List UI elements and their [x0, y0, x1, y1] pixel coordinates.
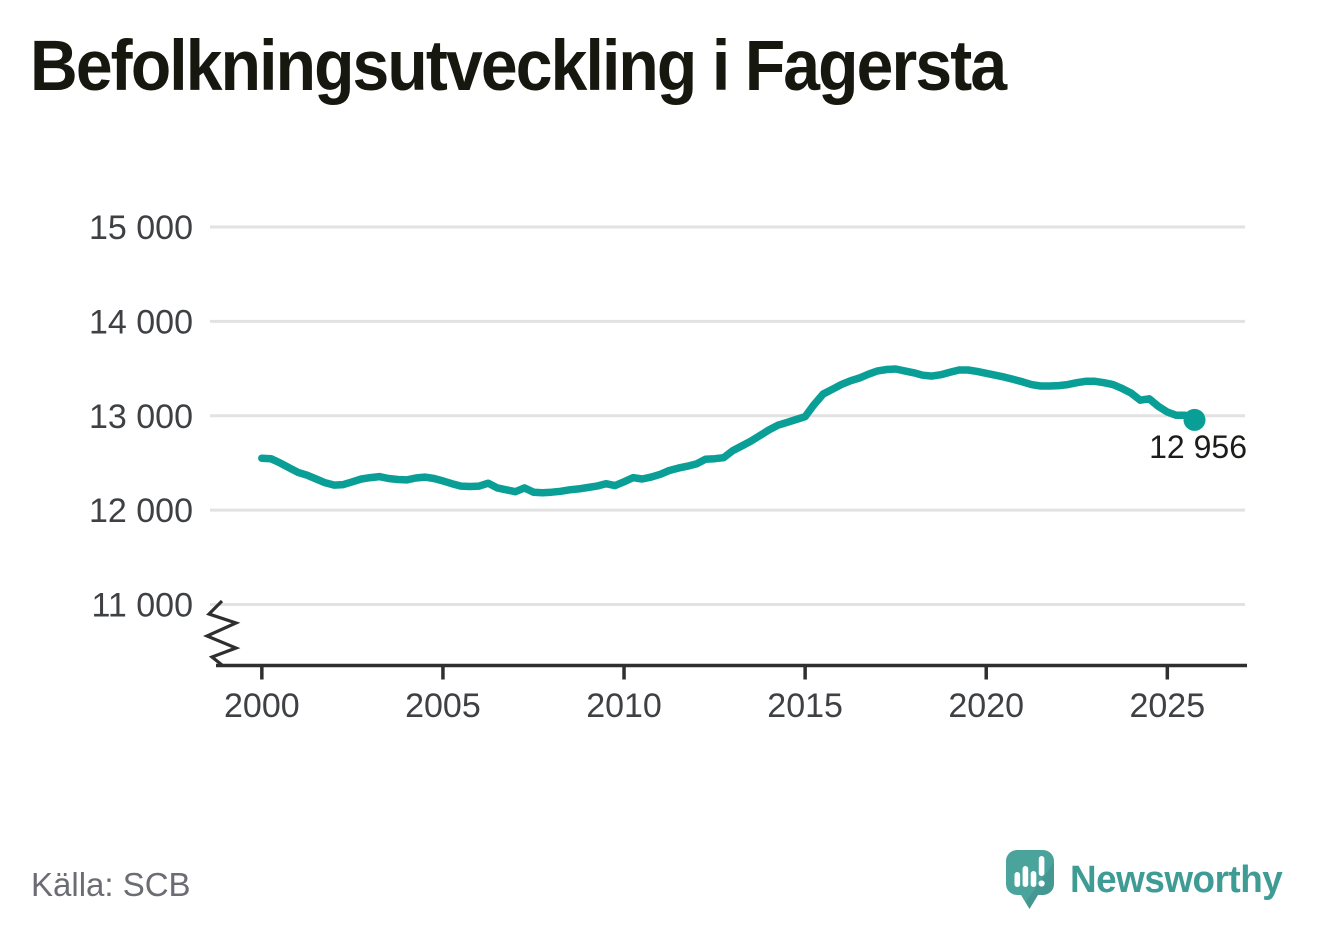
population-line: [258, 365, 1199, 497]
newsworthy-logo-text: Newsworthy: [1070, 858, 1283, 901]
population-line-chart: 11 000 12 000 13 000 14 000 15 000 2000 2005 20…: [89, 209, 1247, 725]
x-axis-tick-label: 2010: [586, 687, 662, 725]
y-axis-break-icon: [202, 599, 241, 667]
y-axis-tick-label: 13 000: [89, 398, 193, 436]
newsworthy-logo: Newsworthy: [1004, 845, 1289, 915]
x-axis-tick-label: 2000: [224, 687, 300, 725]
y-axis-tick-label: 11 000: [92, 587, 193, 625]
end-value-label: 12 956: [1149, 429, 1247, 465]
x-axis-tick-label: 2020: [948, 687, 1024, 725]
page-title: Befolkningsutveckling i Fagersta: [30, 27, 1007, 106]
y-axis-tick-label: 14 000: [89, 303, 193, 341]
x-axis-tick-label: 2005: [405, 687, 481, 725]
x-axis-tick-label: 2025: [1129, 687, 1205, 725]
source-caption: Källa: SCB: [31, 866, 191, 903]
y-axis-tick-label: 12 000: [89, 492, 193, 530]
line-end-dot: [1183, 408, 1206, 431]
x-axis-tick-label: 2015: [767, 687, 843, 725]
y-axis-tick-label: 15 000: [89, 209, 193, 247]
newsworthy-logo-icon: [1006, 850, 1055, 909]
